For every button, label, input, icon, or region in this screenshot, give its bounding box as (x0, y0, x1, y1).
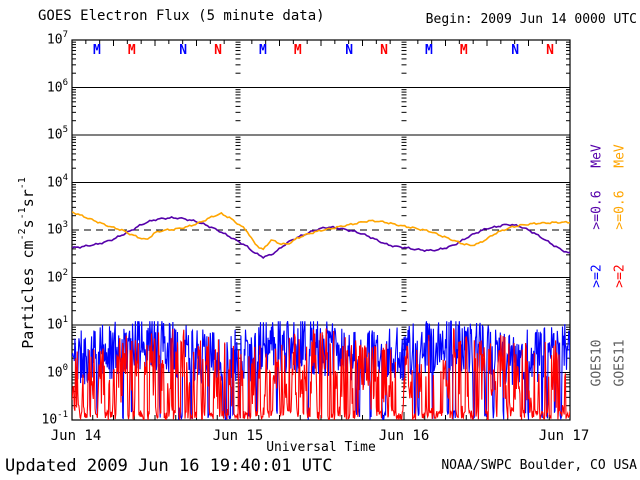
y-unit-exp1: -2 (17, 228, 28, 241)
day-marker-letter: N (214, 43, 222, 58)
legend-threshold-low-goes10: >=0.6 (589, 190, 605, 230)
y-unit-exp3: -1 (17, 177, 28, 190)
y-unit-prefix: Particles cm (19, 240, 37, 349)
x-tick-label: Jun 16 (378, 428, 430, 444)
begin-timestamp: Begin: 2009 Jun 14 0000 UTC (425, 12, 637, 27)
credit-label: NOAA/SWPC Boulder, CO USA (441, 458, 637, 473)
y-tick-label: 102 (46, 267, 68, 285)
y-tick-label: 105 (46, 125, 68, 143)
chart-title: GOES Electron Flux (5 minute data) (38, 8, 325, 24)
day-marker-letter: M (460, 43, 468, 58)
y-tick-label: 10-1 (41, 410, 69, 428)
day-marker-letter: M (128, 43, 136, 58)
day-marker-letter: N (179, 43, 187, 58)
y-tick-label: 107 (46, 30, 68, 48)
y-unit-exp2: -1 (17, 207, 28, 220)
legend-threshold-high-goes10: >=2 (589, 264, 605, 288)
legend-threshold-low-goes11: >=0.6 (612, 190, 628, 230)
day-marker-letter: M (93, 43, 101, 58)
day-marker-letter: N (380, 43, 388, 58)
x-tick-label: Jun 17 (538, 428, 590, 444)
day-marker-letter: M (294, 43, 302, 58)
legend-unit-goes11: MeV (612, 144, 628, 168)
x-tick-label: Jun 14 (50, 428, 102, 444)
y-tick-label: 100 (46, 362, 68, 380)
legend-satellite-goes11: GOES11 (612, 339, 628, 387)
series-goes11_e2 (72, 328, 570, 420)
day-marker-letter: N (546, 43, 554, 58)
y-axis-unit-label: Particles cm-2s-1sr-1 (17, 177, 37, 349)
y-tick-label: 106 (46, 77, 68, 95)
plot-frame (71, 39, 571, 421)
y-unit-mid2: sr (19, 189, 37, 208)
day-marker-letter: N (345, 43, 353, 58)
day-marker-letter: M (259, 43, 267, 58)
x-tick-label: Jun 15 (212, 428, 264, 444)
y-tick-label: 104 (46, 172, 68, 190)
series-goes10_e06 (72, 215, 570, 259)
series-goes11_e06 (72, 211, 570, 251)
y-unit-mid1: s (19, 219, 37, 229)
y-tick-label: 101 (46, 315, 68, 333)
legend-unit-goes10: MeV (589, 144, 605, 168)
y-tick-label: 103 (46, 220, 68, 238)
day-marker-letter: N (511, 43, 519, 58)
day-marker-letter: M (425, 43, 433, 58)
legend-satellite-goes10: GOES10 (589, 339, 605, 387)
legend-threshold-high-goes11: >=2 (612, 264, 628, 288)
x-axis-label: Universal Time (266, 440, 376, 455)
updated-timestamp: Updated 2009 Jun 16 19:40:01 UTC (5, 456, 333, 476)
